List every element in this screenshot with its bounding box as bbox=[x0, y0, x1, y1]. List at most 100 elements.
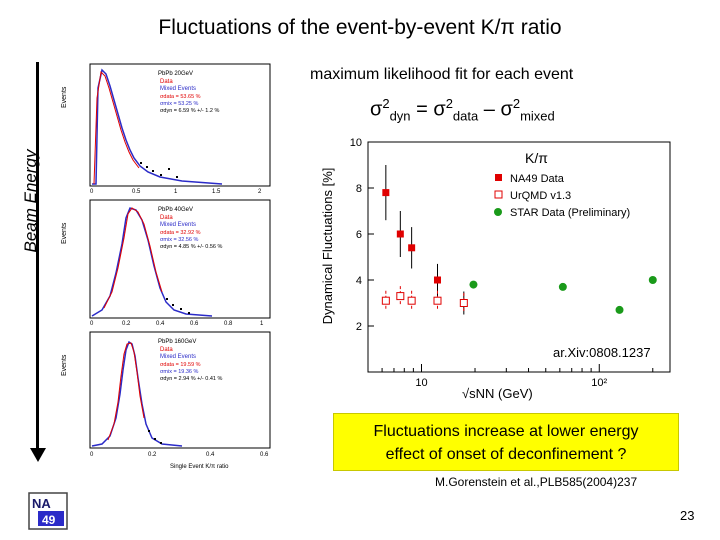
sup: 2 bbox=[382, 96, 390, 111]
legend-na49-marker bbox=[495, 174, 502, 181]
tick: 1 bbox=[260, 321, 264, 327]
sub-dyn: dyn bbox=[389, 108, 411, 124]
na49-logo-icon: NA 49 bbox=[28, 492, 68, 530]
stat-sigma-mix: σmix = 32.56 % bbox=[160, 237, 199, 243]
chart-title: K/π bbox=[525, 150, 548, 166]
plot-frame bbox=[367, 141, 671, 373]
arxiv-reference: ar.Xiv:0808.1237 bbox=[553, 345, 651, 360]
y-tick-label: 8 bbox=[356, 183, 362, 195]
beam-energy-label: Beam Energy bbox=[21, 149, 40, 253]
y-axis-label: Dynamical Fluctuations [%] bbox=[320, 168, 335, 325]
tick: 0.6 bbox=[260, 452, 269, 458]
panel-header: PbPb 160GeV bbox=[158, 339, 196, 345]
histogram-panels: Events PbPb 20GeV Data Mixed Events σdat… bbox=[61, 63, 271, 470]
stat-sigma-dyn: σdyn = 2.94 % +/- 0.41 % bbox=[160, 376, 223, 382]
tick: 0.2 bbox=[148, 452, 157, 458]
y-tick-label: 2 bbox=[356, 321, 362, 333]
sigma-symbol: σ bbox=[433, 98, 446, 121]
y-label: Events bbox=[61, 354, 68, 376]
tick: 0 bbox=[90, 452, 94, 458]
sub-mixed: mixed bbox=[520, 108, 555, 124]
x-axis-label: √sNN (GeV) bbox=[462, 386, 533, 401]
stat-sigma-dyn: σdyn = 6.59 % +/- 1.2 % bbox=[160, 108, 219, 114]
tick: 0.6 bbox=[190, 321, 199, 327]
beam-energy-arrow bbox=[36, 62, 39, 452]
kpi-fluctuation-chart: Dynamical Fluctuations [%] K/π NA49 Data… bbox=[320, 137, 671, 401]
legend-star: STAR Data (Preliminary) bbox=[510, 207, 630, 219]
callout-line-1: Fluctuations increase at lower energy bbox=[373, 423, 639, 440]
slide-title: Fluctuations of the event-by-event K/π r… bbox=[158, 16, 562, 39]
arrow-head-icon bbox=[30, 448, 46, 462]
y-label: Events bbox=[61, 86, 68, 108]
minus: – bbox=[478, 98, 501, 121]
urqmd-point bbox=[396, 292, 405, 301]
x-tick-label: 10 bbox=[415, 377, 427, 389]
na49-data-point bbox=[433, 276, 441, 284]
sigma-symbol: σ bbox=[500, 98, 513, 121]
data-points bbox=[140, 162, 178, 178]
data-histogram bbox=[107, 342, 145, 441]
legend-mixed: Mixed Events bbox=[160, 86, 196, 92]
stat-sigma-data: σdata = 32.92 % bbox=[160, 230, 201, 236]
x-tick-label: 10² bbox=[591, 377, 607, 389]
tick: 1.5 bbox=[212, 189, 221, 195]
tick: 0 bbox=[90, 189, 94, 195]
data-marks bbox=[381, 165, 657, 315]
sigma-symbol: σ bbox=[370, 98, 383, 121]
histogram-panel-40gev: Events PbPb 40GeV Data Mixed Events σdat… bbox=[61, 199, 271, 327]
x-label: Single Event K/π ratio bbox=[170, 464, 229, 470]
stat-sigma-data: σdata = 53.65 % bbox=[160, 94, 201, 100]
star-data-point bbox=[615, 305, 624, 314]
legend-star-marker bbox=[494, 208, 502, 216]
x-ticks: 0 0.2 0.4 0.6 0.8 1 bbox=[90, 321, 264, 327]
legend-urqmd-marker bbox=[494, 190, 503, 199]
tick: 0.4 bbox=[206, 452, 215, 458]
legend-data: Data bbox=[160, 347, 173, 353]
urqmd-point bbox=[407, 296, 416, 305]
legend: NA49 Data UrQMD v1.3 STAR Data (Prelimin… bbox=[494, 173, 630, 219]
callout-line-2: effect of onset of deconfinement ? bbox=[385, 446, 627, 463]
y-tick-label: 6 bbox=[356, 229, 362, 241]
tick: 0.8 bbox=[224, 321, 233, 327]
x-ticks: 10 10² bbox=[381, 364, 654, 389]
stat-sigma-mix: σmix = 19.36 % bbox=[160, 369, 199, 375]
stat-sigma-mix: σmix = 53.25 % bbox=[160, 101, 199, 107]
subtitle: maximum likelihood fit for each event bbox=[310, 66, 574, 83]
histogram-panel-20gev: Events PbPb 20GeV Data Mixed Events σdat… bbox=[61, 63, 271, 195]
data-histogram bbox=[103, 207, 163, 309]
tick: 2 bbox=[258, 189, 262, 195]
urqmd-point bbox=[459, 299, 468, 307]
tick: 1 bbox=[174, 189, 178, 195]
legend-data: Data bbox=[160, 215, 173, 221]
citation: M.Gorenstein et al.,PLB585(2004)237 bbox=[435, 475, 638, 489]
legend-na49: NA49 Data bbox=[510, 173, 565, 185]
star-data-point bbox=[648, 276, 657, 284]
variance-formula: σ2dyn = σ2data – σ2mixed bbox=[370, 96, 555, 124]
urqmd-point bbox=[381, 296, 390, 305]
na49-data-point bbox=[396, 230, 404, 238]
sup: 2 bbox=[445, 96, 453, 111]
legend-mixed: Mixed Events bbox=[160, 354, 196, 360]
sup: 2 bbox=[512, 96, 521, 111]
y-ticks: 2 4 6 8 10 bbox=[350, 137, 374, 333]
panel-header: PbPb 40GeV bbox=[158, 207, 193, 213]
legend-mixed: Mixed Events bbox=[160, 222, 196, 228]
star-data-point bbox=[558, 282, 567, 291]
legend-urqmd: UrQMD v1.3 bbox=[510, 190, 571, 202]
na49-data-point bbox=[408, 244, 416, 252]
urqmd-point bbox=[433, 296, 442, 305]
data-histogram bbox=[93, 70, 140, 185]
panel-header: PbPb 20GeV bbox=[158, 71, 193, 77]
y-tick-label: 4 bbox=[356, 275, 362, 287]
tick: 0 bbox=[90, 321, 94, 327]
stat-sigma-dyn: σdyn = 4.85 % +/- 0.56 % bbox=[160, 244, 223, 250]
conclusion-callout: Fluctuations increase at lower energy ef… bbox=[333, 413, 679, 471]
tick: 0.2 bbox=[122, 321, 131, 327]
sub-data: data bbox=[452, 108, 479, 124]
x-ticks: 0 0.2 0.4 0.6 bbox=[90, 452, 269, 458]
logo-na: NA bbox=[32, 496, 51, 511]
legend-data: Data bbox=[160, 79, 173, 85]
histogram-panel-160gev: Events PbPb 160GeV Data Mixed Events σda… bbox=[61, 331, 271, 470]
equals: = bbox=[410, 98, 434, 121]
data-points bbox=[166, 298, 190, 314]
